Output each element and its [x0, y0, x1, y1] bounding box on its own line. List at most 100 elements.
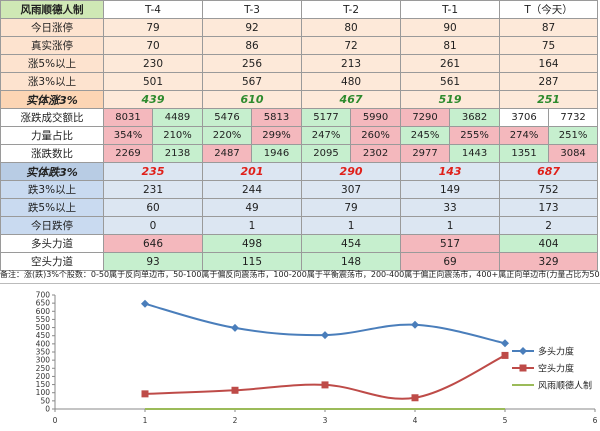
- table-cell: 687: [499, 162, 599, 181]
- x-tick-label: 2: [233, 416, 238, 425]
- table-cell: 480: [301, 72, 402, 91]
- table-cell: 561: [400, 72, 501, 91]
- table-cell: 3706: [499, 108, 550, 127]
- table-cell: 80: [301, 18, 402, 37]
- table-cell: 3084: [548, 144, 599, 163]
- table-cell: 2: [499, 216, 599, 235]
- table-cell: 2269: [103, 144, 153, 163]
- table-row: 涨跌数比 2269 2138 2487 1946 2095 2302 2977 1443 1351…: [0, 144, 599, 163]
- table-cell: 404: [499, 234, 599, 253]
- row-label: 实体涨3%: [0, 90, 104, 109]
- table-cell: 5813: [251, 108, 303, 127]
- y-tick-label: 150: [36, 380, 51, 389]
- table-cell: 251: [499, 90, 599, 109]
- table-cell: 164: [499, 54, 599, 73]
- legend-marker: [519, 364, 527, 372]
- table-header-row: 风雨顺德人制 T-4 T-3 T-2 T-1 T（今天）: [0, 0, 599, 19]
- table-cell: 290: [301, 162, 402, 181]
- y-tick-label: 600: [36, 307, 51, 316]
- table-cell: 2138: [151, 144, 204, 163]
- table-cell: 93: [102, 252, 204, 271]
- table-row: 涨3%以上 501 567 480 561 287: [0, 72, 599, 91]
- table-cell: 251%: [548, 126, 599, 145]
- table-cell: 354%: [103, 126, 153, 145]
- data-point: [411, 394, 419, 402]
- table-cell: 329: [499, 252, 599, 271]
- table-cell: 81: [400, 36, 501, 55]
- table-cell: 307: [301, 180, 402, 199]
- table-cell: 5476: [202, 108, 253, 127]
- legend-marker: [519, 347, 527, 355]
- table-cell: 260%: [350, 126, 402, 145]
- table-cell: 256: [202, 54, 303, 73]
- table-cell: 75: [499, 36, 599, 55]
- x-tick-label: 4: [413, 416, 418, 425]
- table-cell: 79: [301, 198, 402, 217]
- row-label: 多头力道: [0, 234, 104, 253]
- table-row: 涨5%以上 230 256 213 261 164: [0, 54, 599, 73]
- remark-note: 备注：涨(跌)3%个股数：0-50属于反向单边市，50-100属于偏反向震荡市，…: [0, 270, 600, 279]
- table-cell: 3682: [449, 108, 501, 127]
- y-tick-label: 650: [36, 299, 51, 308]
- table-cell: 33: [400, 198, 501, 217]
- table-cell: 149: [400, 180, 501, 199]
- table-cell: 87: [499, 18, 599, 37]
- table-row: 实体涨3% 439 610 467 519 251: [0, 90, 599, 109]
- table-cell: 299%: [251, 126, 303, 145]
- table-cell: 1: [202, 216, 303, 235]
- data-point: [141, 299, 149, 308]
- column-header: T-3: [202, 0, 303, 19]
- legend-label: 多头力度: [538, 346, 574, 358]
- table-cell: 247%: [301, 126, 352, 145]
- table-cell: 86: [202, 36, 303, 55]
- row-label: 涨跌数比: [0, 144, 104, 163]
- table-cell: 148: [301, 252, 402, 271]
- table-cell: 220%: [202, 126, 253, 145]
- table-cell: 467: [301, 90, 402, 109]
- y-tick-label: 400: [36, 339, 51, 348]
- y-tick-label: 450: [36, 331, 51, 340]
- table-row: 实体跌3% 235 201 290 143 687: [0, 162, 599, 181]
- table-cell: 454: [301, 234, 402, 253]
- table-cell: 230: [102, 54, 204, 73]
- table-row: 跌3%以上 231 244 307 149 752: [0, 180, 599, 199]
- table-cell: 7732: [548, 108, 599, 127]
- column-header: T-2: [301, 0, 402, 19]
- force-line-chart: 0501001502002503003504004505005506006507…: [36, 291, 598, 426]
- y-tick-label: 0: [45, 405, 50, 414]
- table-cell: 498: [202, 234, 303, 253]
- row-label: 涨3%以上: [0, 72, 104, 91]
- table-cell: 1351: [499, 144, 550, 163]
- legend-label: 风雨顺德人制: [538, 380, 592, 392]
- data-point: [411, 320, 419, 329]
- data-point: [231, 323, 239, 332]
- y-tick-label: 500: [36, 323, 51, 332]
- data-point: [321, 381, 329, 389]
- table-cell: 201: [202, 162, 303, 181]
- table-cell: 92: [202, 18, 303, 37]
- table-row: 空头力道 93 115 148 69 329: [0, 252, 599, 271]
- row-label: 今日跌停: [0, 216, 104, 235]
- y-tick-label: 300: [36, 356, 51, 365]
- y-tick-label: 200: [36, 372, 51, 381]
- column-header: T-4: [102, 0, 204, 19]
- column-header: T（今天）: [499, 0, 599, 19]
- table-cell: 72: [301, 36, 402, 55]
- table-row: 涨跌成交额比 8031 4489 5476 5813 5177 5990 7290 3682 37…: [0, 108, 599, 127]
- data-point: [501, 351, 509, 359]
- table-cell: 274%: [499, 126, 550, 145]
- row-label: 真实涨停: [0, 36, 104, 55]
- legend-label: 空头力度: [538, 363, 574, 375]
- table-cell: 287: [499, 72, 599, 91]
- row-label: 涨5%以上: [0, 54, 104, 73]
- y-tick-label: 550: [36, 315, 51, 324]
- table-cell: 1443: [449, 144, 501, 163]
- row-label: 涨跌成交额比: [0, 108, 104, 127]
- table-row: 力量占比 354% 210% 220% 299% 247% 260% 245% 255% 274%…: [0, 126, 599, 145]
- table-cell: 2095: [301, 144, 352, 163]
- data-point: [501, 339, 509, 348]
- column-header: T-1: [400, 0, 501, 19]
- table-cell: 255%: [449, 126, 501, 145]
- table-cell: 213: [301, 54, 402, 73]
- table-cell: 1: [301, 216, 402, 235]
